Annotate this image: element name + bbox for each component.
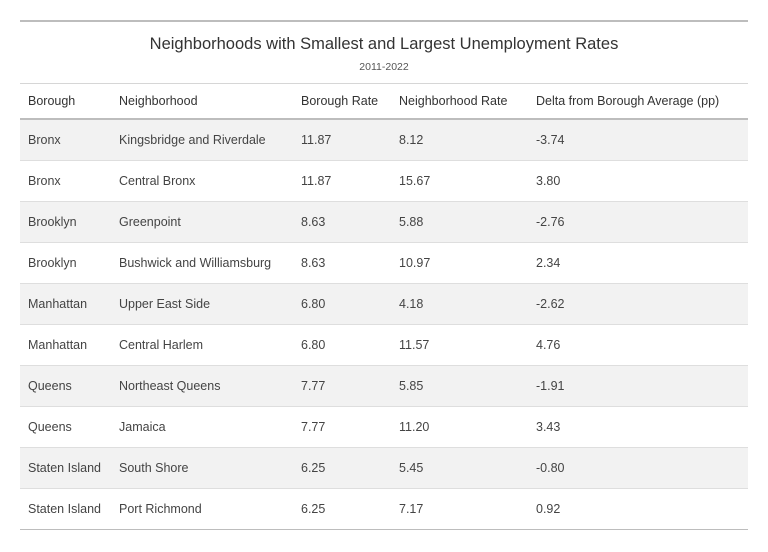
cell-borough-rate: 6.80 (301, 296, 326, 311)
cell-delta: -0.80 (536, 460, 565, 475)
unemployment-table-container: Neighborhoods with Smallest and Largest … (20, 20, 748, 530)
cell-neighborhood-rate: 5.85 (399, 378, 424, 393)
table-top-rule (20, 20, 748, 22)
cell-neighborhood: Central Bronx (119, 173, 196, 188)
cell-borough-rate: 11.87 (301, 132, 332, 147)
cell-neighborhood-rate: 10.97 (399, 255, 431, 270)
cell-borough: Queens (28, 419, 72, 434)
table-row: Staten Island Port Richmond 6.25 7.17 0.… (20, 488, 748, 529)
cell-neighborhood-rate: 11.20 (399, 419, 430, 434)
cell-borough-rate: 8.63 (301, 214, 326, 229)
table-header-row: Borough Neighborhood Borough Rate Neighb… (20, 84, 748, 119)
cell-neighborhood-rate: 11.57 (399, 337, 430, 352)
cell-neighborhood: Kingsbridge and Riverdale (119, 132, 266, 147)
cell-delta: 3.80 (536, 173, 561, 188)
table-caption: Neighborhoods with Smallest and Largest … (20, 22, 748, 84)
column-header-neighborhood: Neighborhood (119, 94, 198, 108)
table-row: Manhattan Central Harlem 6.80 11.57 4.76 (20, 324, 748, 365)
cell-neighborhood: Central Harlem (119, 337, 204, 352)
cell-borough: Staten Island (28, 501, 101, 516)
cell-borough: Staten Island (28, 460, 101, 475)
cell-neighborhood: Upper East Side (119, 296, 211, 311)
cell-borough: Brooklyn (28, 255, 77, 270)
table-row: Bronx Kingsbridge and Riverdale 11.87 8.… (20, 119, 748, 160)
cell-neighborhood: Port Richmond (119, 501, 202, 516)
cell-neighborhood: Greenpoint (119, 214, 181, 229)
cell-neighborhood: Bushwick and Williamsburg (119, 255, 272, 270)
cell-borough-rate: 6.80 (301, 337, 326, 352)
cell-neighborhood-rate: 5.88 (399, 214, 424, 229)
cell-borough-rate: 7.77 (301, 378, 326, 393)
table-subtitle: 2011-2022 (359, 61, 409, 73)
table-title: Neighborhoods with Smallest and Largest … (149, 35, 619, 53)
cell-neighborhood: Jamaica (119, 419, 166, 434)
cell-borough: Queens (28, 378, 72, 393)
column-header-borough-rate: Borough Rate (301, 94, 379, 108)
cell-borough: Manhattan (28, 337, 88, 352)
cell-delta: -2.76 (536, 214, 565, 229)
cell-borough: Bronx (28, 132, 61, 147)
unemployment-table: Borough Neighborhood Borough Rate Neighb… (20, 84, 748, 530)
cell-borough-rate: 11.87 (301, 173, 332, 188)
cell-neighborhood-rate: 15.67 (399, 173, 431, 188)
cell-borough-rate: 6.25 (301, 460, 326, 475)
cell-borough-rate: 7.77 (301, 419, 326, 434)
cell-delta: 4.76 (536, 337, 561, 352)
table-row: Queens Jamaica 7.77 11.20 3.43 (20, 406, 748, 447)
cell-borough: Brooklyn (28, 214, 77, 229)
cell-borough-rate: 8.63 (301, 255, 326, 270)
column-header-delta: Delta from Borough Average (pp) (536, 94, 720, 108)
cell-neighborhood-rate: 8.12 (399, 132, 424, 147)
table-row: Manhattan Upper East Side 6.80 4.18 -2.6… (20, 283, 748, 324)
cell-delta: -3.74 (536, 132, 565, 147)
cell-borough: Bronx (28, 173, 61, 188)
cell-delta: -1.91 (536, 378, 565, 393)
cell-delta: 0.92 (536, 501, 561, 516)
cell-delta: -2.62 (536, 296, 565, 311)
cell-borough: Manhattan (28, 296, 88, 311)
cell-delta: 2.34 (536, 255, 561, 270)
column-header-borough: Borough (28, 94, 76, 108)
cell-borough-rate: 6.25 (301, 501, 326, 516)
cell-neighborhood: Northeast Queens (119, 378, 221, 393)
table-row: Brooklyn Bushwick and Williamsburg 8.63 … (20, 242, 748, 283)
table-row: Staten Island South Shore 6.25 5.45 -0.8… (20, 447, 748, 488)
table-row: Queens Northeast Queens 7.77 5.85 -1.91 (20, 365, 748, 406)
cell-neighborhood-rate: 4.18 (399, 296, 424, 311)
cell-neighborhood-rate: 5.45 (399, 460, 424, 475)
table-row: Bronx Central Bronx 11.87 15.67 3.80 (20, 160, 748, 201)
cell-neighborhood: South Shore (119, 460, 189, 475)
table-row: Brooklyn Greenpoint 8.63 5.88 -2.76 (20, 201, 748, 242)
cell-delta: 3.43 (536, 419, 561, 434)
cell-neighborhood-rate: 7.17 (399, 501, 424, 516)
column-header-neighborhood-rate: Neighborhood Rate (399, 94, 508, 108)
